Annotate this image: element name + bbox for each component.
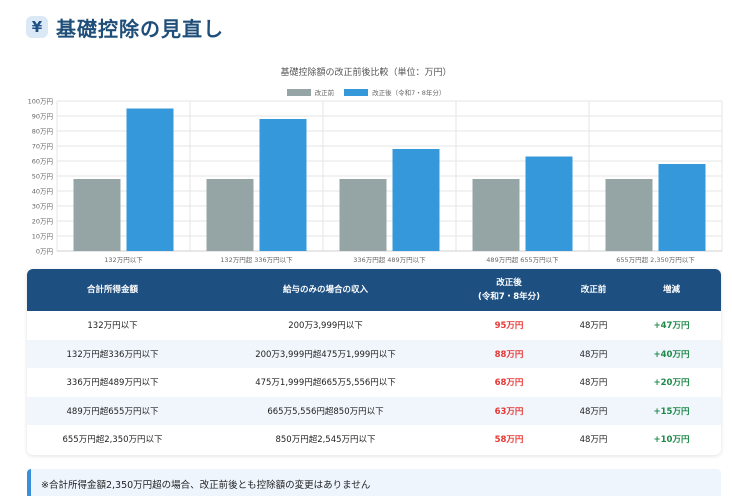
x-tick-label: 489万円超 655万円以下 — [486, 255, 559, 264]
y-tick-label: 100万円 — [28, 98, 53, 106]
cell-after: 68万円 — [494, 378, 524, 389]
bar-before — [206, 179, 254, 251]
x-tick-label: 132万円以下 — [104, 256, 143, 264]
deduction-chart: 基礎控除額の改正前後比較（単位：万円） 改正前 改正後（令和7・8年分） 0万円… — [0, 58, 732, 270]
cell-before: 48万円 — [579, 321, 608, 332]
cell-change: +20万円 — [653, 378, 690, 389]
cell-before: 48万円 — [579, 406, 608, 417]
cell-before: 48万円 — [579, 378, 608, 389]
page-title: 基礎控除の見直し — [56, 16, 224, 41]
yen-icon: ¥ — [26, 16, 48, 38]
legend-item-before[interactable]: 改正前 — [286, 87, 335, 97]
y-tick-label: 0万円 — [36, 248, 53, 256]
legend-label-after: 改正後（令和7・8年分） — [372, 89, 446, 97]
cell-salary-income: 200万3,999円以下 — [288, 321, 363, 332]
x-tick-label: 655万円超 2,350万円以下 — [616, 255, 695, 264]
y-tick-label: 40万円 — [32, 188, 53, 196]
y-tick-label: 60万円 — [32, 158, 53, 166]
legend-swatch-after — [344, 88, 369, 96]
cell-change: +47万円 — [653, 321, 690, 332]
x-tick-label: 336万円超 489万円以下 — [353, 255, 426, 264]
y-tick-label: 20万円 — [32, 218, 53, 226]
y-tick-label: 30万円 — [32, 203, 53, 211]
cell-after: 88万円 — [494, 349, 524, 360]
bar-before — [339, 179, 387, 251]
bar-after — [126, 108, 174, 251]
table-row: 655万円超2,350万円以下 850万円超2,545万円以下 58万円 48万… — [27, 425, 721, 454]
cell-salary-income: 200万3,999円超475万1,999円以下 — [255, 349, 396, 360]
header-total-income: 合計所得金額 — [86, 285, 138, 295]
cell-salary-income: 850万円超2,545万円以下 — [275, 435, 376, 446]
bar-after — [525, 156, 573, 251]
cell-after: 63万円 — [494, 406, 524, 417]
cell-salary-income: 665万5,556円超850万円以下 — [267, 406, 384, 417]
header-salary-income: 給与のみの場合の収入 — [282, 285, 368, 295]
y-tick-label: 10万円 — [32, 233, 53, 241]
header-before: 改正前 — [580, 285, 607, 295]
legend-item-after[interactable]: 改正後（令和7・8年分） — [344, 87, 445, 97]
bar-after — [658, 164, 706, 251]
cell-change: +15万円 — [653, 406, 690, 417]
table-row: 132万円以下 200万3,999円以下 95万円 48万円 +47万円 — [27, 311, 721, 340]
y-tick-label: 90万円 — [32, 113, 53, 121]
table-row: 489万円超655万円以下 665万5,556円超850万円以下 63万円 48… — [27, 396, 721, 425]
cell-after: 58万円 — [494, 435, 524, 446]
chart-svg: 0万円 10万円 20万円 30万円 40万円 50万円 60万円 70万円 80万円 90万円 1… — [28, 98, 723, 264]
chart-legend: 改正前 改正後（令和7・8年分） — [0, 87, 732, 97]
cell-change: +10万円 — [653, 435, 690, 446]
cell-total-income: 655万円超2,350万円以下 — [62, 435, 163, 446]
cell-before: 48万円 — [579, 435, 608, 446]
chart-title: 基礎控除額の改正前後比較（単位：万円） — [280, 68, 452, 78]
y-tick-label: 70万円 — [32, 143, 53, 151]
bar-after — [259, 119, 307, 251]
table-row: 132万円超336万円以下 200万3,999円超475万1,999円以下 88… — [27, 339, 721, 368]
table-header-row: 合計所得金額 給与のみの場合の収入 改正後 (令和7・8年分) 改正前 増減 — [27, 269, 721, 311]
cell-salary-income: 475万1,999円超665万5,556円以下 — [255, 378, 396, 389]
table-row: 336万円超489万円以下 475万1,999円超665万5,556円以下 68… — [27, 368, 721, 397]
y-tick-label: 80万円 — [32, 128, 53, 136]
y-tick-label: 50万円 — [32, 173, 53, 181]
bar-before — [605, 179, 653, 251]
cell-total-income: 132万円以下 — [87, 321, 138, 332]
legend-swatch-before — [286, 88, 311, 96]
deduction-table-card: 合計所得金額 給与のみの場合の収入 改正後 (令和7・8年分) 改正前 増減 1… — [27, 269, 721, 455]
cell-total-income: 336万円超489万円以下 — [66, 378, 159, 389]
cell-total-income: 132万円超336万円以下 — [66, 349, 159, 360]
deduction-table: 合計所得金額 給与のみの場合の収入 改正後 (令和7・8年分) 改正前 増減 1… — [27, 269, 721, 454]
note-box: ※合計所得金額2,350万円超の場合、改正前後とも控除額の変更はありません — [27, 469, 721, 496]
cell-after: 95万円 — [494, 321, 524, 332]
header-change: 増減 — [662, 285, 680, 295]
legend-label-before: 改正前 — [314, 89, 335, 97]
header-after: 改正後 (令和7・8年分) — [477, 278, 541, 302]
x-tick-label: 132万円超 336万円以下 — [220, 255, 293, 264]
cell-before: 48万円 — [579, 349, 608, 360]
page-header: ¥ 基礎控除の見直し — [26, 12, 224, 42]
cell-total-income: 489万円超655万円以下 — [66, 406, 159, 417]
bar-after — [392, 149, 440, 251]
bar-before — [73, 179, 121, 251]
bar-before — [472, 179, 520, 251]
cell-change: +40万円 — [653, 349, 690, 360]
